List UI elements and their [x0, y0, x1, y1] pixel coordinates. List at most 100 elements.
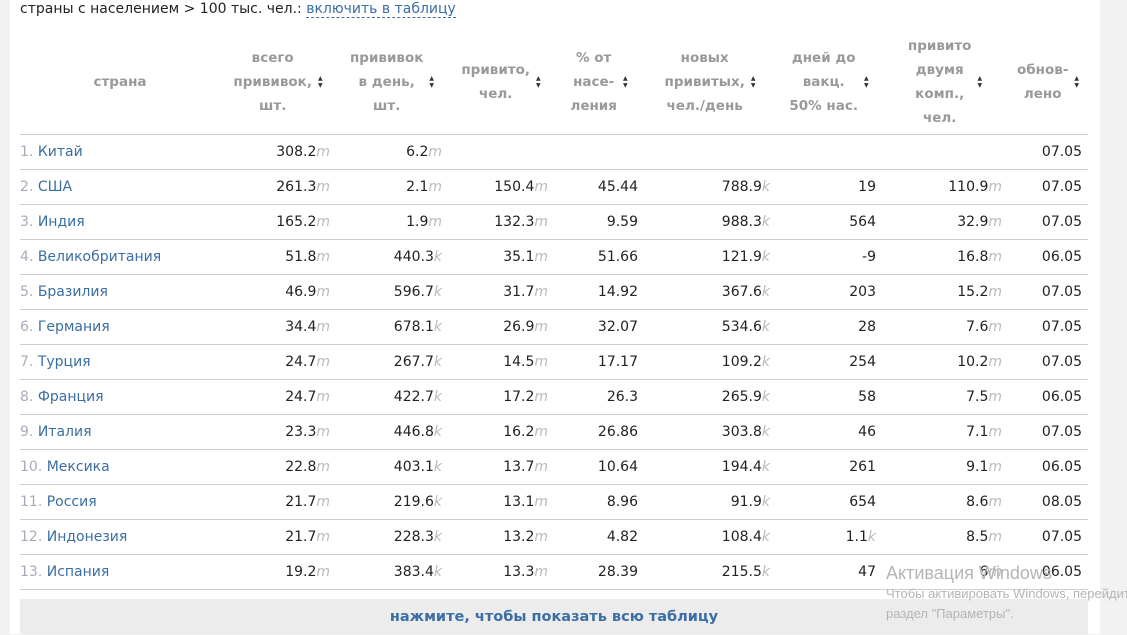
new-cell: 121.9k	[644, 239, 776, 275]
cell-value: 23.3	[285, 424, 317, 440]
show-full-table-button[interactable]: нажмите, чтобы показать всю таблицу	[20, 599, 1088, 634]
column-header-updated[interactable]: обнов-лено ▲ ▼	[1008, 30, 1088, 135]
cell-value: 10.2	[957, 354, 989, 370]
row-rank: 6.	[20, 319, 34, 335]
new-cell: 303.8k	[644, 414, 776, 450]
daily-cell: 383.4k	[336, 554, 448, 590]
country-link[interactable]: Индонезия	[46, 529, 128, 545]
cell-value: 13.7	[503, 459, 535, 475]
vaccinated-cell: 14.5m	[448, 344, 554, 380]
unit-suffix: m	[988, 214, 1002, 230]
sort-arrows-icon[interactable]: ▲ ▼	[536, 74, 541, 89]
two-dose-cell: 32.9m	[882, 204, 1008, 240]
cell-value: 47	[858, 564, 876, 580]
two-dose-cell	[882, 134, 1008, 170]
column-header-total-vaccinations[interactable]: всего прививок, шт. ▲ ▼	[220, 30, 336, 135]
unit-suffix: m	[988, 529, 1002, 545]
table-row: 9. Италия 23.3m 446.8k 16.2m 26.86 303.8k 46 7.…	[20, 414, 1088, 450]
country-link[interactable]: Италия	[37, 424, 92, 440]
updated-cell: 08.05	[1008, 484, 1088, 520]
daily-cell: 440.3k	[336, 239, 448, 275]
unit-suffix: m	[988, 459, 1002, 475]
country-link[interactable]: Мексика	[46, 459, 110, 475]
country-link[interactable]: Бразилия	[37, 284, 108, 300]
updated-cell: 06.05	[1008, 239, 1088, 275]
cell-value: 440.3	[393, 249, 434, 265]
unit-suffix: m	[988, 389, 1002, 405]
cell-value: 07.05	[1041, 529, 1082, 545]
daily-cell: 678.1k	[336, 309, 448, 345]
vaccinated-cell: 13.3m	[448, 554, 554, 590]
column-header-percent-population[interactable]: % от насе-ления ▲ ▼	[554, 30, 644, 135]
cell-value: 367.6	[721, 284, 762, 300]
unit-suffix: k	[433, 284, 442, 300]
country-link[interactable]: Индия	[37, 214, 85, 230]
unit-suffix: m	[316, 529, 330, 545]
sort-arrows-icon[interactable]: ▲ ▼	[622, 74, 628, 89]
cell-value: 132.3	[494, 214, 535, 230]
vaccinated-cell: 13.2m	[448, 519, 554, 555]
vaccinated-cell: 132.3m	[448, 204, 554, 240]
column-header-country: страна	[20, 30, 220, 135]
country-link[interactable]: Китай	[37, 144, 83, 160]
percent-cell: 28.39	[554, 554, 644, 590]
cell-value: 07.05	[1041, 214, 1082, 230]
updated-cell: 07.05	[1008, 519, 1088, 555]
cell-value: 28.39	[597, 564, 638, 580]
country-cell: 8. Франция	[20, 379, 220, 415]
country-link[interactable]: Турция	[37, 354, 91, 370]
column-header-people-vaccinated[interactable]: привито, чел. ▲ ▼	[448, 30, 554, 135]
cell-value: 2.1	[406, 179, 429, 195]
country-cell: 2. США	[20, 169, 220, 205]
vaccination-table: страна всего прививок, шт. ▲ ▼ прививок в день,…	[20, 30, 1088, 590]
watermark-line: раздел "Параметры".	[886, 606, 1014, 621]
unit-suffix: m	[316, 179, 330, 195]
column-header-days-to-50[interactable]: дней до вакц. 50% нас. ▲ ▼	[776, 30, 882, 135]
cell-value: 06.05	[1041, 249, 1082, 265]
two-dose-cell: 9.1m	[882, 449, 1008, 485]
cell-value: 24.7	[285, 389, 317, 405]
country-link[interactable]: Германия	[37, 319, 110, 335]
daily-cell: 596.7k	[336, 274, 448, 310]
percent-cell: 51.66	[554, 239, 644, 275]
cell-value: 13.3	[503, 564, 535, 580]
percent-cell: 8.96	[554, 484, 644, 520]
unit-suffix: m	[534, 564, 548, 580]
vaccinated-cell: 26.9m	[448, 309, 554, 345]
cell-value: 788.9	[721, 179, 762, 195]
two-dose-cell: 7.6m	[882, 309, 1008, 345]
sort-arrows-icon[interactable]: ▲ ▼	[863, 74, 869, 89]
table-row: 2. США 261.3m 2.1m 150.4m 45.44 788.9k 19 110.9…	[20, 169, 1088, 205]
country-link[interactable]: Великобритания	[37, 249, 162, 265]
country-link[interactable]: Россия	[46, 494, 97, 510]
cell-value: 7.1	[966, 424, 989, 440]
column-header-daily-vaccinations[interactable]: прививок в день, шт. ▲ ▼	[336, 30, 448, 135]
cell-value: 6	[979, 564, 989, 580]
column-header-new-vaccinated[interactable]: новых привитых, чел./день ▲ ▼	[644, 30, 776, 135]
cell-value: 7.5	[966, 389, 989, 405]
country-link[interactable]: Франция	[37, 389, 104, 405]
cell-value: 06.05	[1041, 389, 1082, 405]
windows-activation-watermark: Активация Windows Чтобы активировать Win…	[886, 562, 1127, 624]
new-cell: 91.9k	[644, 484, 776, 520]
country-link[interactable]: США	[37, 179, 73, 195]
two-dose-cell: 16.8m	[882, 239, 1008, 275]
row-rank: 9.	[20, 424, 34, 440]
total-cell: 308.2m	[220, 134, 336, 170]
sort-arrows-icon[interactable]: ▲ ▼	[429, 74, 435, 89]
sort-arrows-icon[interactable]: ▲ ▼	[977, 74, 983, 89]
cell-value: 19.2	[285, 564, 317, 580]
column-header-fully-vaccinated[interactable]: привито двумя комп., чел. ▲ ▼	[882, 30, 1008, 135]
cell-value: 215.5	[721, 564, 762, 580]
two-dose-cell: 7.5m	[882, 379, 1008, 415]
cell-value: 15.2	[957, 284, 989, 300]
sort-arrows-icon[interactable]: ▲ ▼	[750, 74, 756, 89]
updated-cell: 07.05	[1008, 169, 1088, 205]
vaccinated-cell: 35.1m	[448, 239, 554, 275]
table-row: 11. Россия 21.7m 219.6k 13.1m 8.96 91.9k 654 8.…	[20, 484, 1088, 520]
sort-arrows-icon[interactable]: ▲ ▼	[1074, 74, 1080, 89]
cell-value: 265.9	[721, 389, 762, 405]
include-in-table-link[interactable]: включить в таблицу	[306, 1, 456, 18]
country-link[interactable]: Испания	[46, 564, 110, 580]
sort-arrows-icon[interactable]: ▲ ▼	[317, 74, 323, 89]
